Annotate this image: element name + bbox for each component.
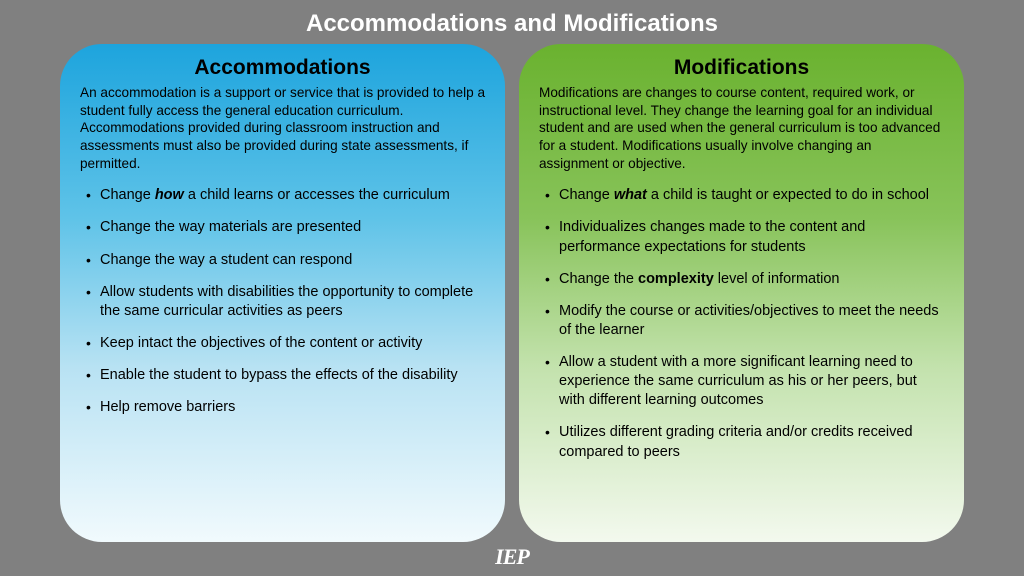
list-item: Change how a child learns or accesses th…	[86, 186, 485, 205]
list-item: Individualizes changes made to the conte…	[545, 218, 944, 256]
list-item: Modify the course or activities/objectiv…	[545, 302, 944, 340]
accommodations-desc: An accommodation is a support or service…	[80, 84, 485, 172]
modifications-panel: Modifications Modifications are changes …	[519, 44, 964, 542]
accommodations-list: Change how a child learns or accesses th…	[80, 186, 485, 417]
list-item: Utilizes different grading criteria and/…	[545, 423, 944, 461]
modifications-title: Modifications	[539, 56, 944, 80]
iep-logo: IEP	[495, 544, 529, 570]
list-item: Allow students with disabilities the opp…	[86, 283, 485, 321]
list-item: Help remove barriers	[86, 398, 485, 417]
modifications-list: Change what a child is taught or expecte…	[539, 186, 944, 461]
list-item: Change what a child is taught or expecte…	[545, 186, 944, 205]
list-item: Change the way a student can respond	[86, 251, 485, 270]
emphasis: complexity	[638, 271, 714, 287]
accommodations-title: Accommodations	[80, 56, 485, 80]
panels-container: Accommodations An accommodation is a sup…	[0, 44, 1024, 542]
list-item: Enable the student to bypass the effects…	[86, 366, 485, 385]
list-item: Change the complexity level of informati…	[545, 270, 944, 289]
emphasis: how	[155, 187, 184, 203]
list-item: Allow a student with a more significant …	[545, 353, 944, 410]
main-title: Accommodations and Modifications	[0, 0, 1024, 44]
list-item: Change the way materials are presented	[86, 218, 485, 237]
emphasis: what	[614, 187, 647, 203]
accommodations-panel: Accommodations An accommodation is a sup…	[60, 44, 505, 542]
modifications-desc: Modifications are changes to course cont…	[539, 84, 944, 172]
list-item: Keep intact the objectives of the conten…	[86, 334, 485, 353]
